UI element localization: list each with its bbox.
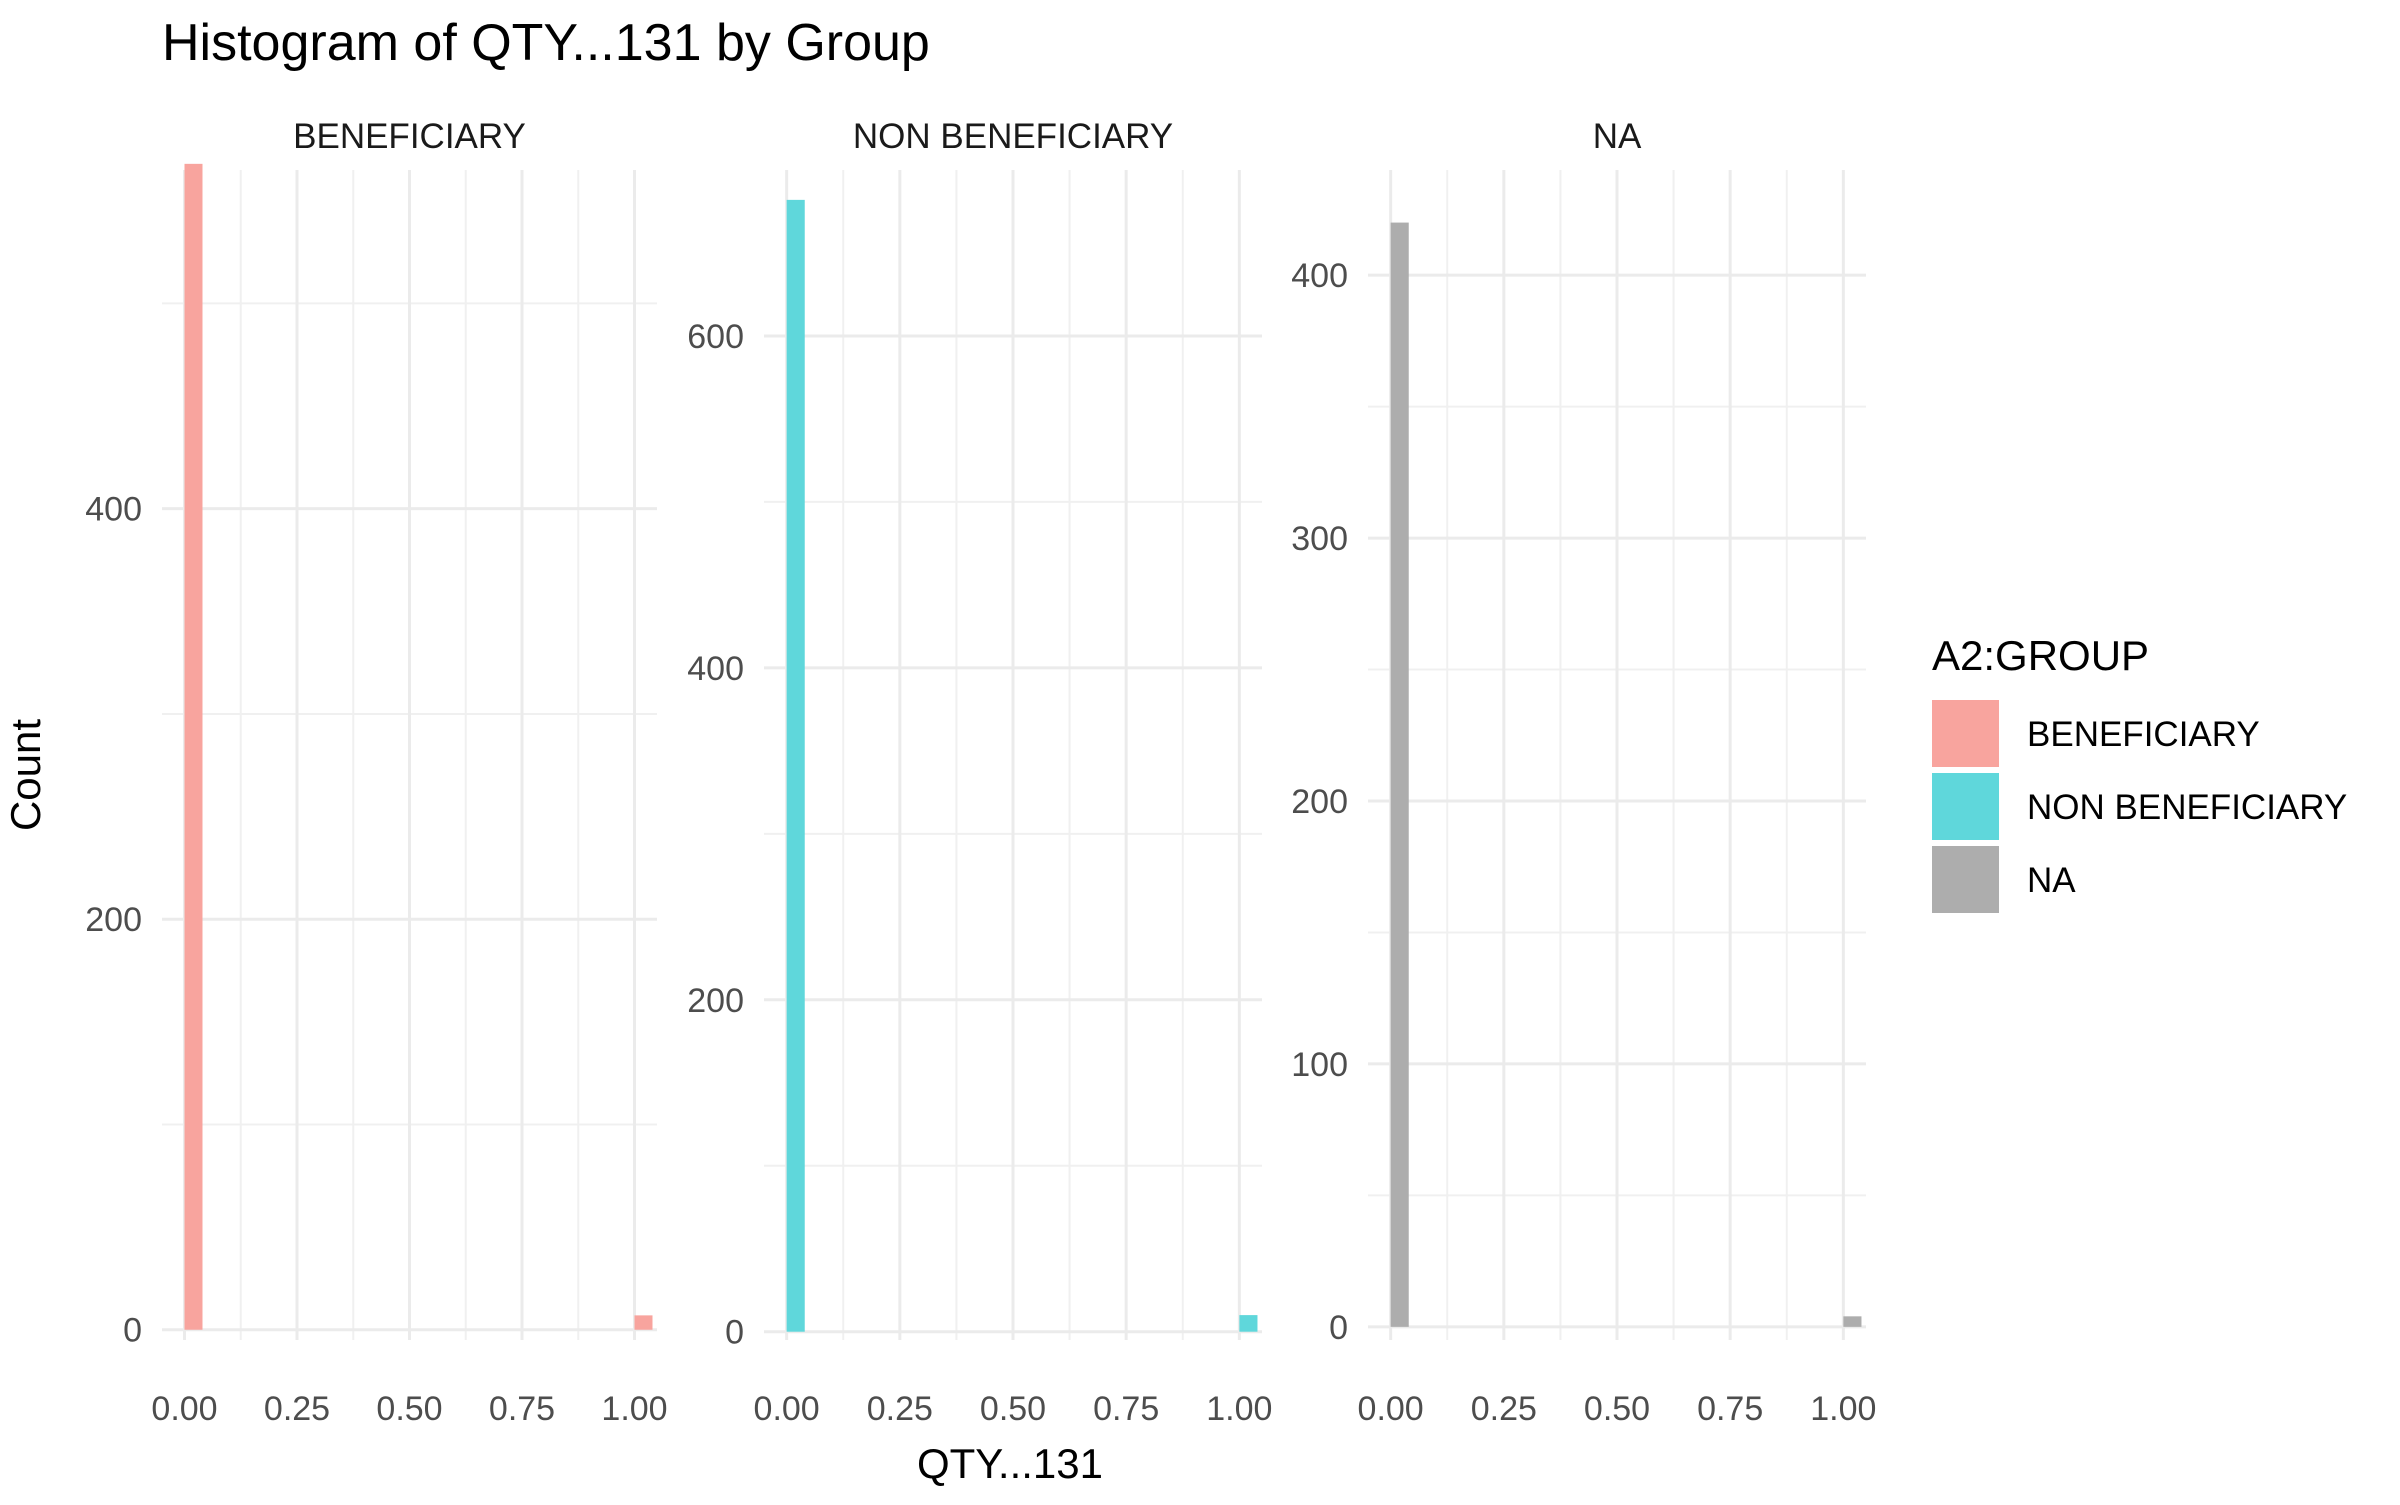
facet-panel: 0.00 0.25 0.50 0.75 1.00 0 100 200 300 400 NA xyxy=(1291,117,1876,1428)
x-axis-title: QTY...131 xyxy=(917,1440,1103,1487)
facet-strip-label: NON BENEFICIARY xyxy=(853,117,1173,156)
legend-label: BENEFICIARY xyxy=(2027,715,2260,754)
x-tick-label: 0.50 xyxy=(1584,1390,1650,1428)
x-tick-label: 0.00 xyxy=(754,1390,820,1428)
x-tick-label: 0.25 xyxy=(867,1390,933,1428)
facet-panel: 0.00 0.25 0.50 0.75 1.00 0 200 400 BENEFICIARY xyxy=(85,117,667,1428)
x-tick-label: 0.75 xyxy=(1093,1390,1159,1428)
y-tick-label: 400 xyxy=(85,491,142,529)
legend-label: NA xyxy=(2027,861,2076,900)
y-tick-label: 200 xyxy=(1291,783,1348,821)
facet-strip-label: BENEFICIARY xyxy=(293,117,526,156)
chart-title: Histogram of QTY...131 by Group xyxy=(162,14,930,72)
histogram-bar xyxy=(1390,222,1409,1327)
x-tick-label: 0.75 xyxy=(1697,1390,1763,1428)
facet-panel: 0.00 0.25 0.50 0.75 1.00 0 200 400 600 NON BENEFI… xyxy=(687,117,1272,1428)
x-tick-label: 0.00 xyxy=(151,1390,217,1428)
x-tick-label: 1.00 xyxy=(601,1390,667,1428)
x-tick-label: 0.50 xyxy=(980,1390,1046,1428)
x-tick-label: 0.50 xyxy=(376,1390,442,1428)
x-tick-label: 1.00 xyxy=(1206,1390,1272,1428)
legend: A2:GROUP BENEFICIARY NON BENEFICIARY NA xyxy=(1932,632,2347,913)
y-tick-label: 100 xyxy=(1291,1046,1348,1084)
histogram-bar xyxy=(1843,1316,1862,1327)
legend-label: NON BENEFICIARY xyxy=(2027,788,2347,827)
y-tick-label: 400 xyxy=(1291,257,1348,295)
y-tick-label: 200 xyxy=(687,982,744,1020)
facet-strip-label: NA xyxy=(1593,117,1642,156)
legend-title: A2:GROUP xyxy=(1932,632,2149,679)
x-tick-label: 0.25 xyxy=(264,1390,330,1428)
y-tick-label: 0 xyxy=(725,1314,744,1352)
y-axis-title: Count xyxy=(2,719,49,831)
legend-swatch xyxy=(1932,846,1999,913)
histogram-bar xyxy=(184,163,203,1330)
x-tick-label: 0.75 xyxy=(489,1390,555,1428)
legend-entry: BENEFICIARY xyxy=(1932,700,2260,767)
histogram-bar xyxy=(634,1315,653,1330)
y-tick-label: 0 xyxy=(1329,1309,1348,1347)
y-tick-label: 400 xyxy=(687,650,744,688)
facet-panels: 0.00 0.25 0.50 0.75 1.000200400BENEFICIARY0.… xyxy=(85,117,1876,1428)
y-tick-label: 0 xyxy=(123,1312,142,1350)
y-tick-label: 300 xyxy=(1291,520,1348,558)
histogram-bar xyxy=(1239,1315,1258,1332)
x-tick-label: 1.00 xyxy=(1810,1390,1876,1428)
x-tick-label: 0.25 xyxy=(1471,1390,1537,1428)
legend-entry: NA xyxy=(1932,846,2076,913)
legend-swatch xyxy=(1932,773,1999,840)
histogram-bar xyxy=(786,199,805,1332)
legend-entry: NON BENEFICIARY xyxy=(1932,773,2347,840)
x-tick-label: 0.00 xyxy=(1358,1390,1424,1428)
y-tick-label: 200 xyxy=(85,901,142,939)
y-tick-label: 600 xyxy=(687,318,744,356)
legend-swatch xyxy=(1932,700,1999,767)
